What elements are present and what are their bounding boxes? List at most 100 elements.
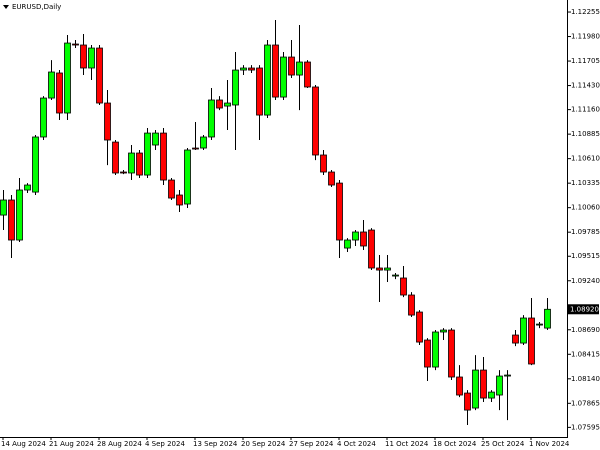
y-tick-label: 1.11160 [571, 106, 600, 114]
candle-body [128, 152, 135, 174]
candle-body [464, 392, 471, 411]
candle-body [472, 369, 479, 409]
candle-body [376, 267, 383, 271]
candle-body [32, 136, 39, 193]
candle-body [80, 44, 87, 69]
candle-body [136, 152, 143, 176]
candle-body [184, 149, 191, 205]
candle-body [48, 71, 55, 99]
candle-body [480, 369, 487, 399]
y-tick-label: 1.10610 [571, 155, 600, 163]
candle-body [456, 376, 463, 396]
candle-body [512, 334, 519, 344]
y-tick-label: 1.08415 [571, 350, 600, 358]
candle-body [416, 311, 423, 343]
candle-body [352, 231, 359, 241]
candle-body [384, 267, 391, 271]
candle-body [56, 72, 63, 114]
x-tick-label: 25 Oct 2024 [481, 440, 525, 448]
x-tick-label: 20 Sep 2024 [241, 440, 286, 448]
candle-body [208, 99, 215, 138]
candle-body [408, 294, 415, 316]
candle-body [112, 141, 119, 174]
candle-body [64, 42, 71, 114]
candle-body [504, 374, 511, 377]
candle-body [280, 56, 287, 98]
candle-body [272, 44, 279, 98]
y-tick-label: 1.10060 [571, 204, 600, 212]
candle-body [72, 43, 79, 46]
y-tick-label: 1.09240 [571, 277, 600, 285]
candle-body [24, 184, 31, 191]
x-tick-label: 21 Aug 2024 [49, 440, 94, 448]
candle-body [120, 171, 127, 174]
candle-body [168, 179, 175, 199]
y-tick-label: 1.07865 [571, 399, 600, 407]
candle-body [320, 154, 327, 173]
y-tick-label: 1.11705 [571, 57, 600, 65]
y-tick-label: 1.11980 [571, 33, 600, 41]
candle-body [328, 171, 335, 186]
candle-body [232, 69, 239, 106]
candle-body [176, 194, 183, 206]
y-tick-label: 1.10335 [571, 179, 600, 187]
current-price-label: 1.08920 [570, 305, 599, 313]
y-tick-label: 1.09785 [571, 228, 600, 236]
y-tick-label: 1.11430 [571, 82, 600, 90]
candle-body [440, 329, 447, 333]
candle-body [288, 56, 295, 76]
candle-body [304, 61, 311, 88]
candle-body [496, 375, 503, 396]
candle-body [296, 61, 303, 76]
candle-body [152, 132, 159, 146]
candle-body [248, 67, 255, 71]
candle-body [528, 317, 535, 365]
x-tick-label: 1 Nov 2024 [529, 440, 570, 448]
y-tick-label: 1.08140 [571, 375, 600, 383]
candle-body [16, 189, 23, 241]
candle-body [40, 97, 47, 138]
candle-body [8, 199, 15, 241]
y-tick-label: 1.09515 [571, 252, 600, 260]
candle-body [400, 277, 407, 296]
candle-body [424, 339, 431, 368]
candle-body [200, 136, 207, 149]
x-tick-label: 28 Aug 2024 [97, 440, 142, 448]
x-tick-label: 18 Oct 2024 [433, 440, 477, 448]
x-tick-label: 27 Sep 2024 [289, 440, 334, 448]
x-tick-label: 4 Sep 2024 [145, 440, 185, 448]
candle-body [448, 329, 455, 378]
candle-body [432, 331, 439, 368]
x-tick-label: 14 Aug 2024 [1, 440, 46, 448]
candle-body [96, 47, 103, 104]
candle-body [224, 102, 231, 107]
x-tick-label: 11 Oct 2024 [385, 440, 429, 448]
candle-body [312, 86, 319, 156]
candle-body [88, 47, 95, 69]
chart-title: EURUSD,Daily [12, 3, 61, 11]
candle-body [256, 67, 263, 116]
candle-body [536, 323, 543, 326]
candle-body [344, 239, 351, 249]
candle-body [192, 147, 199, 150]
candle-body [544, 308, 551, 329]
y-tick-label: 1.10885 [571, 130, 600, 138]
title-arrow [3, 5, 9, 9]
candle-body [392, 274, 399, 277]
x-tick-label: 4 Oct 2024 [337, 440, 376, 448]
candle-body [104, 102, 111, 141]
candle-body [520, 317, 527, 344]
candle-body [144, 132, 151, 176]
candle-body [160, 132, 167, 181]
candle-body [216, 99, 223, 109]
x-tick-label: 13 Sep 2024 [193, 440, 238, 448]
candle-body [264, 44, 271, 116]
current-price-box [568, 304, 599, 315]
candle-body [240, 67, 247, 71]
y-tick-label: 1.07595 [571, 423, 600, 431]
candle-body [336, 182, 343, 241]
candle-body [0, 199, 7, 216]
y-tick-label: 1.08690 [571, 326, 600, 334]
